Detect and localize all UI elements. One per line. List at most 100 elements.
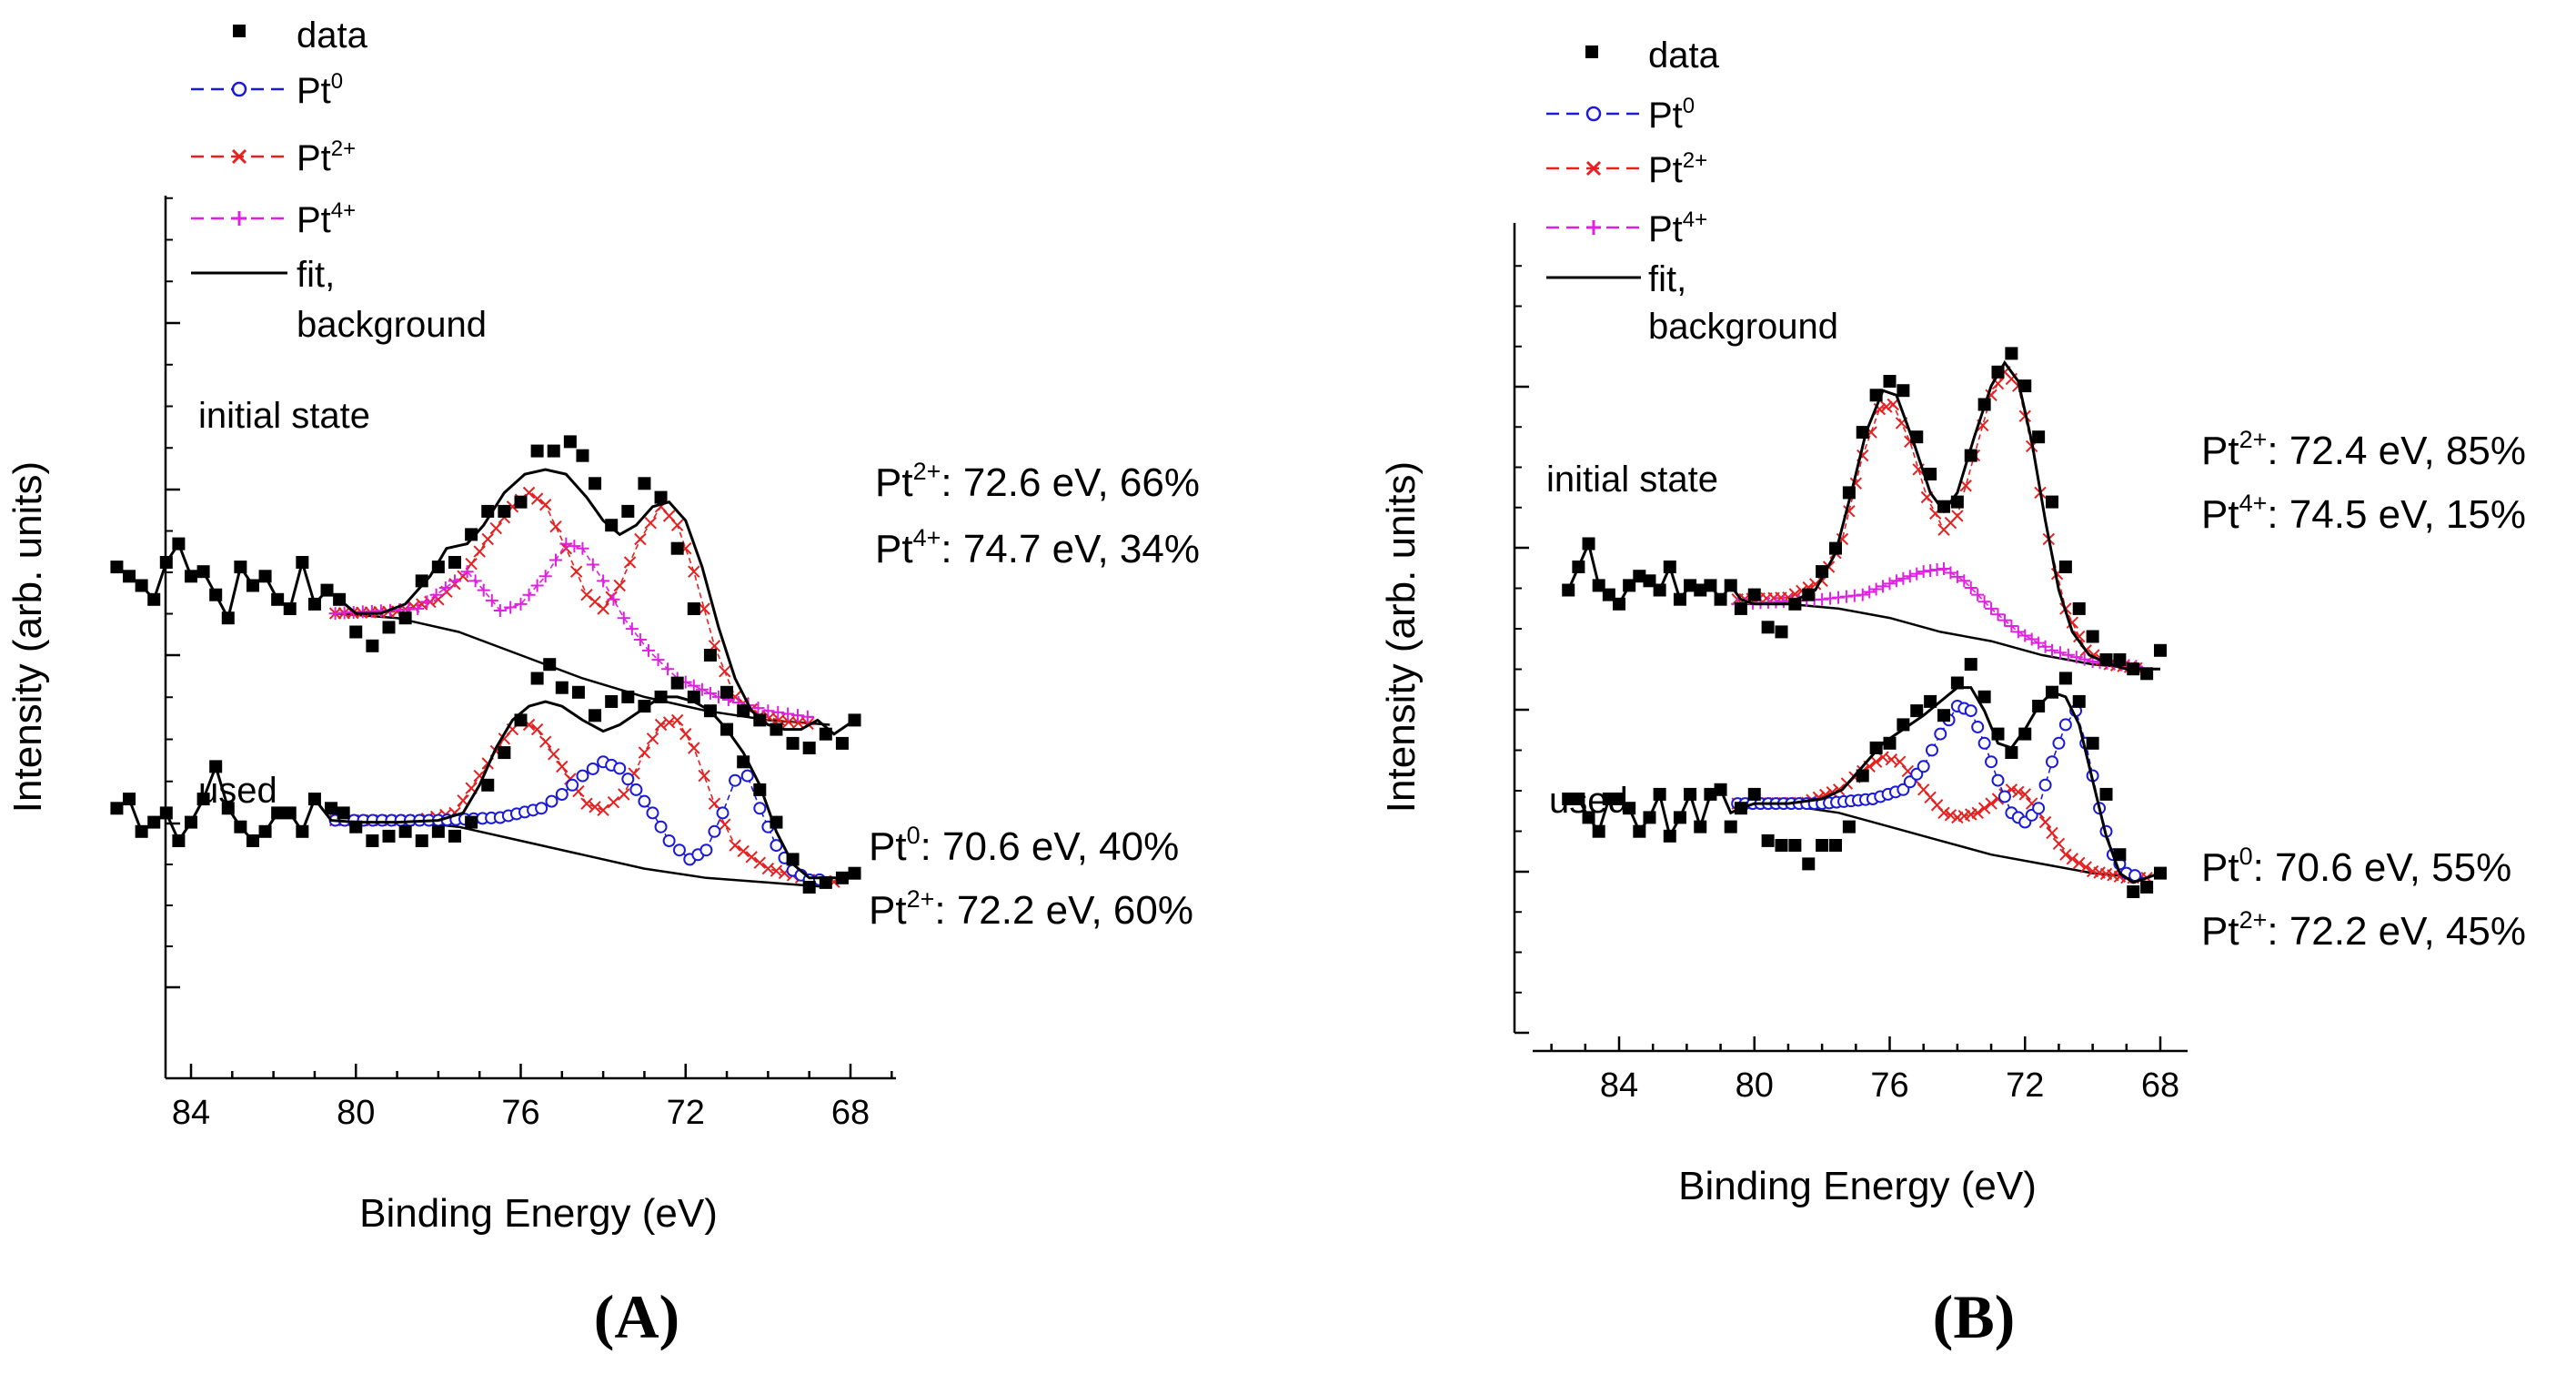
pt2-marker: [2052, 837, 2066, 851]
panel-b-annotation-initial-pt2: Pt2+: 72.4 eV, 85%: [2201, 426, 2526, 473]
data-point: [1747, 588, 1761, 601]
pt0-marker: [699, 844, 713, 857]
pt2-marker: [719, 665, 731, 678]
data-point: [1883, 736, 1897, 750]
data-point: [1704, 787, 1717, 801]
pt2-marker: [753, 856, 767, 869]
data-point: [296, 556, 309, 569]
legend-pt2-label: Pt2+: [1648, 148, 1707, 190]
pt2-marker: [688, 742, 700, 754]
data-point: [1704, 579, 1717, 592]
panel-a-x-axis-label: Binding Energy (eV): [359, 1191, 718, 1236]
pt4-marker: [538, 570, 552, 583]
pt4-marker: [1816, 592, 1829, 606]
data-point: [1643, 574, 1656, 588]
legend-pt0-label: Pt0: [297, 69, 343, 111]
data-point: [1910, 430, 1924, 444]
data-point: [2046, 685, 2058, 699]
data-point: [1684, 579, 1697, 592]
data-point: [1924, 694, 1937, 708]
fit-line: [1568, 686, 2161, 884]
pt0-marker: [716, 806, 730, 820]
data-point: [530, 444, 544, 458]
data-point: [2072, 694, 2086, 708]
pt4-marker: [411, 602, 425, 615]
data-point: [563, 435, 577, 449]
data-point: [159, 806, 173, 820]
data-point: [1582, 537, 1595, 551]
legend-data-marker: [233, 25, 246, 37]
data-point: [1694, 820, 1707, 833]
pt2-marker: [670, 519, 684, 531]
pt4-marker: [2078, 652, 2091, 666]
legend-pt4-marker: [232, 211, 247, 226]
pt4-marker: [1977, 595, 1991, 609]
data-point: [1714, 783, 1727, 796]
data-point: [2046, 495, 2058, 509]
panel-b-x-tick-label: 72: [2006, 1066, 2044, 1105]
pt0-marker: [613, 762, 627, 775]
pt4-marker: [420, 595, 434, 609]
pt4-marker: [751, 702, 765, 715]
data-point: [123, 793, 136, 806]
data-point: [2113, 653, 2127, 666]
pt2-marker: [580, 797, 593, 810]
pt2-marker: [1885, 753, 1898, 766]
panel-a-x-tick-label: 76: [501, 1094, 539, 1132]
pt0-marker: [566, 778, 579, 792]
pt2-component-line: [1737, 370, 2144, 670]
data-point: [258, 570, 272, 583]
data-point: [1856, 426, 1869, 439]
data-point: [2058, 561, 2072, 573]
pt4-marker: [448, 574, 461, 588]
pt4-marker: [1917, 565, 1930, 579]
pt4-marker: [559, 537, 573, 551]
pt2-marker: [719, 818, 731, 831]
pt2-marker: [1893, 755, 1907, 768]
data-point: [1643, 811, 1656, 824]
data-point: [2099, 787, 2113, 801]
pt4-marker: [1863, 585, 1877, 599]
pt4-marker: [522, 588, 536, 601]
pt0-marker: [1917, 760, 1930, 773]
data-point: [1802, 588, 1816, 601]
data-point: [720, 685, 734, 699]
pt0-marker: [1934, 727, 1947, 741]
data-point: [1623, 802, 1636, 815]
data-point: [1977, 398, 1991, 411]
pt0-marker: [1925, 743, 1938, 757]
data-point: [1829, 839, 1842, 852]
pt2-marker: [2073, 630, 2086, 643]
pt2-marker: [670, 713, 684, 727]
data-point: [172, 537, 186, 551]
data-point: [296, 824, 309, 838]
panel-a: 84 80 76 72 68 Intensity (arb. units) Bindin…: [5, 15, 1200, 1351]
pt2-marker: [737, 844, 750, 858]
data-point: [848, 866, 861, 880]
data-point: [1788, 597, 1802, 611]
pt0-marker: [535, 802, 548, 815]
pt2-marker: [1937, 806, 1950, 820]
data-point: [1572, 793, 1585, 805]
data-point: [654, 490, 668, 504]
panel-a-y-axis-label: Intensity (arb. units): [5, 461, 50, 813]
data-point: [234, 561, 247, 574]
data-point: [123, 570, 136, 583]
pt2-marker: [679, 727, 692, 741]
pt4-marker: [1964, 581, 1977, 594]
pt4-marker: [703, 686, 717, 700]
pt0-marker: [662, 834, 676, 847]
data-point: [382, 621, 396, 634]
data-point: [1856, 769, 1869, 783]
pt2-marker: [2059, 848, 2072, 861]
pt4-marker: [1831, 591, 1845, 604]
data-point: [147, 815, 161, 829]
pt2-marker: [530, 722, 544, 736]
pt2-marker: [646, 732, 659, 745]
data-point: [605, 695, 619, 708]
data-point: [1613, 597, 1625, 611]
data-point: [1613, 793, 1625, 805]
pt2-marker: [791, 716, 805, 730]
pt2-marker: [729, 839, 741, 852]
data-point: [498, 504, 511, 518]
